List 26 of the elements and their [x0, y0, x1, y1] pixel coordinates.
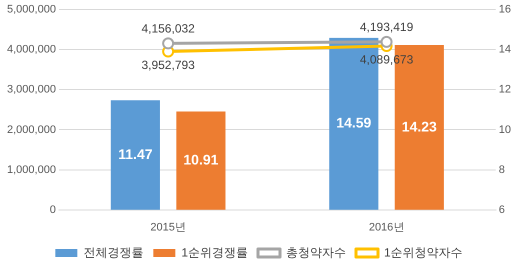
y2-tick-label: 6 — [498, 204, 505, 216]
data-label: 4,193,419 — [360, 20, 414, 34]
data-label: 11.47 — [118, 146, 153, 162]
x-tick-label: 2016년 — [368, 221, 404, 234]
x-tick-label: 2015년 — [150, 221, 186, 234]
data-label: 10.91 — [183, 152, 219, 168]
legend-label: 1순위경쟁률 — [181, 245, 248, 260]
y-tick-label: 2,000,000 — [7, 124, 56, 136]
y-tick-label: 4,000,000 — [7, 44, 56, 56]
y2-tick-label: 14 — [498, 44, 512, 56]
y2-tick-label: 16 — [498, 4, 512, 16]
y-tick-label: 3,000,000 — [7, 84, 56, 96]
legend-label: 1순위청약자수 — [384, 245, 463, 260]
legend-label: 총청약자수 — [286, 245, 346, 260]
legend-label: 전체경쟁률 — [83, 245, 144, 260]
y2-tick-label: 8 — [498, 164, 505, 176]
y-tick-label: 5,000,000 — [7, 4, 56, 16]
y2-tick-label: 10 — [498, 124, 512, 136]
data-label: 3,952,793 — [141, 58, 196, 72]
data-label: 14.59 — [336, 114, 372, 131]
y-tick-label: 1,000,000 — [7, 164, 56, 176]
data-label: 4,089,673 — [360, 52, 414, 66]
y-tick-label: 0 — [50, 204, 56, 216]
data-label: 14.23 — [402, 118, 438, 134]
y2-tick-label: 12 — [498, 84, 512, 96]
data-label: 4,156,032 — [141, 22, 196, 36]
